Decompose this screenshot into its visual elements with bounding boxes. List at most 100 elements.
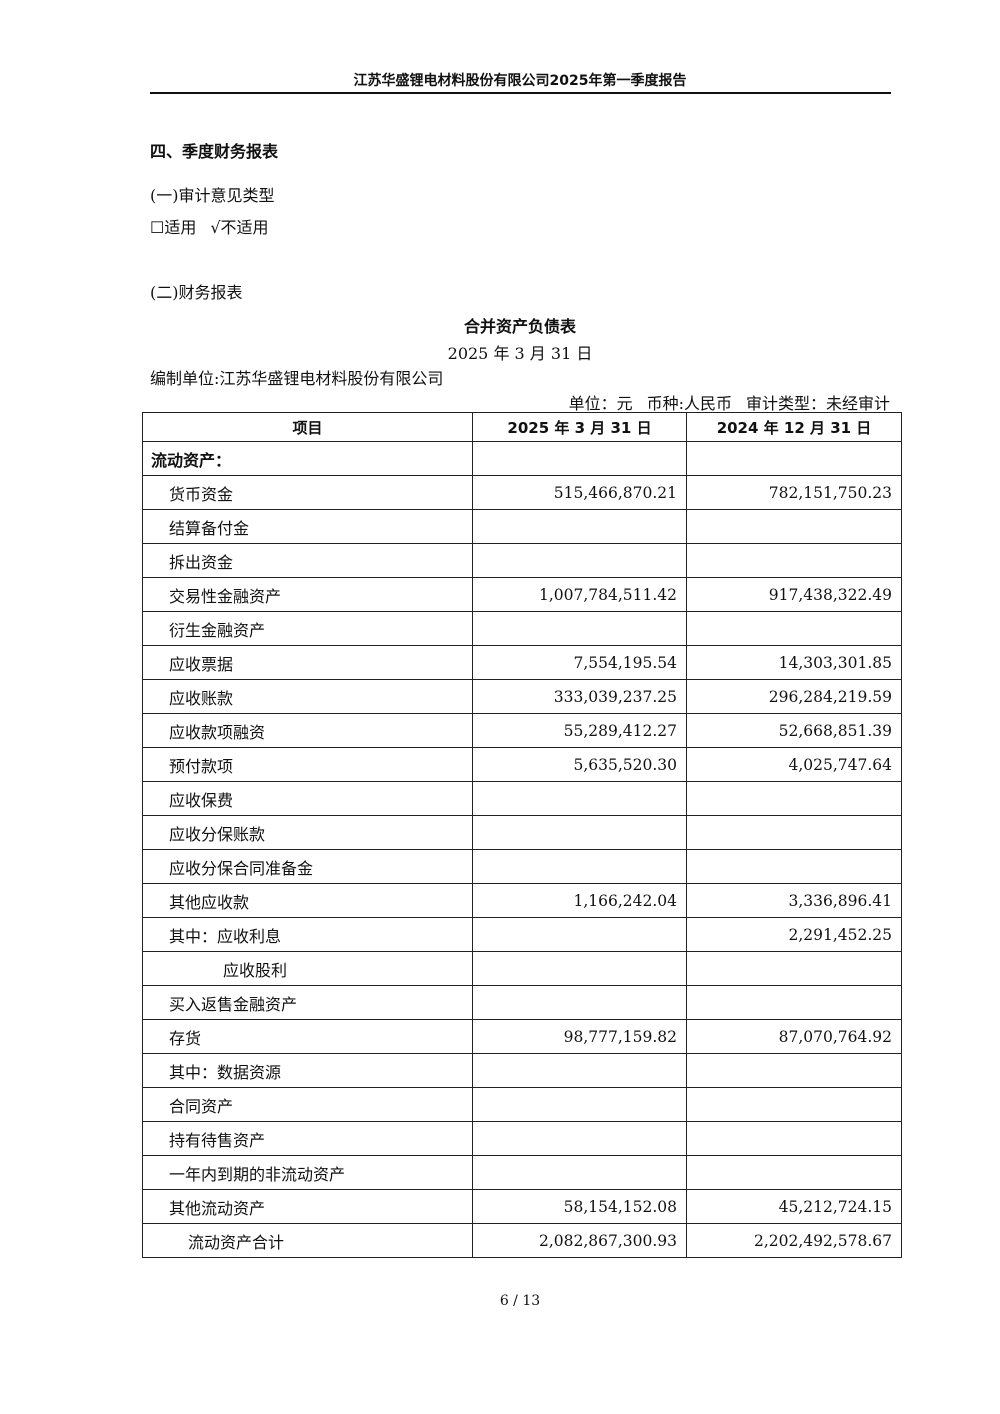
value-current [472,611,687,646]
value-current [472,917,687,952]
row-item: 合同资产 [142,1087,473,1122]
table-row: 存货 98,777,159.82 87,070,764.92 [142,1019,902,1054]
table-row: 其他流动资产 58,154,152.08 45,212,724.15 [142,1189,902,1224]
row-item: 结算备付金 [142,509,473,544]
row-item: 货币资金 [142,475,473,510]
row-item: 存货 [142,1019,473,1054]
value-prior [686,951,902,986]
value-current [472,543,687,578]
value-prior: 2,202,492,578.67 [686,1223,902,1258]
table-row: 其中：应收利息 2,291,452.25 [142,917,902,952]
value-current: 1,007,784,511.42 [472,577,687,612]
value-prior [686,509,902,544]
value-prior: 2,291,452.25 [686,917,902,952]
value-prior: 3,336,896.41 [686,883,902,918]
row-item: 应收票据 [142,645,473,680]
table-row: 应收分保合同准备金 [142,849,902,884]
table-row: 拆出资金 [142,543,902,578]
audit-options: ☐适用 √不适用 [150,214,269,238]
value-current: 7,554,195.54 [472,645,687,680]
table-row: 货币资金 515,466,870.21 782,151,750.23 [142,475,902,510]
table-row: 应收票据 7,554,195.54 14,303,301.85 [142,645,902,680]
table-row: 流动资产合计 2,082,867,300.93 2,202,492,578.67 [142,1223,902,1258]
audit-opinion-heading: (一)审计意见类型 [150,186,275,205]
value-current: 98,777,159.82 [472,1019,687,1054]
report-title: 合并资产负债表 [463,317,576,336]
row-item: 一年内到期的非流动资产 [142,1155,473,1190]
table-row: 其他应收款 1,166,242.04 3,336,896.41 [142,883,902,918]
row-item: 应收分保账款 [142,815,473,850]
preparer-unit: 编制单位:江苏华盛锂电材料股份有限公司 [150,369,444,388]
table-row: 应收保费 [142,781,902,816]
value-current [472,849,687,884]
financial-statements-heading: (二)财务报表 [150,283,243,302]
row-item: 其中：应收利息 [142,917,473,952]
value-current [472,509,687,544]
page-number: 6 / 13 [499,1293,541,1309]
row-item: 其中：数据资源 [142,1053,473,1088]
header-divider [150,92,891,94]
row-item: 持有待售资产 [142,1121,473,1156]
value-prior [686,1121,902,1156]
value-prior: 296,284,219.59 [686,679,902,714]
option-applicable: ☐适用 [150,218,197,237]
table-row: 应收分保账款 [142,815,902,850]
value-prior [686,441,902,476]
value-prior [686,611,902,646]
value-prior [686,781,902,816]
row-item: 应收分保合同准备金 [142,849,473,884]
header-item: 项目 [142,412,473,442]
value-prior [686,1087,902,1122]
header-current: 2025 年 3 月 31 日 [472,412,687,442]
value-current [472,815,687,850]
table-row: 买入返售金融资产 [142,985,902,1020]
value-current: 5,635,520.30 [472,747,687,782]
row-item: 应收股利 [142,951,473,986]
value-prior: 782,151,750.23 [686,475,902,510]
row-item: 衍生金融资产 [142,611,473,646]
row-item: 其他应收款 [142,883,473,918]
table-header-row: 项目 2025 年 3 月 31 日 2024 年 12 月 31 日 [142,412,902,442]
value-current: 515,466,870.21 [472,475,687,510]
value-current [472,441,687,476]
report-meta: 单位：元 币种:人民币 审计类型：未经审计 [569,390,890,414]
balance-sheet-table: 项目 2025 年 3 月 31 日 2024 年 12 月 31 日 流动资产… [142,412,902,1258]
section-heading: 四、季度财务报表 [150,142,279,161]
value-prior: 45,212,724.15 [686,1189,902,1224]
audit-type-label: 审计类型：未经审计 [745,394,890,413]
row-item: 流动资产合计 [142,1223,473,1258]
row-item: 应收保费 [142,781,473,816]
value-prior [686,985,902,1020]
row-item: 其他流动资产 [142,1189,473,1224]
value-current [472,1053,687,1088]
document-header: 江苏华盛锂电材料股份有限公司2025年第一季度报告 [353,73,687,89]
value-prior: 4,025,747.64 [686,747,902,782]
value-prior [686,1053,902,1088]
table-row: 衍生金融资产 [142,611,902,646]
value-current: 55,289,412.27 [472,713,687,748]
table-row: 应收股利 [142,951,902,986]
report-date: 2025 年 3 月 31 日 [447,344,593,363]
value-current [472,1087,687,1122]
table-row: 结算备付金 [142,509,902,544]
value-prior: 14,303,301.85 [686,645,902,680]
option-not-applicable: √不适用 [210,218,269,237]
value-prior: 917,438,322.49 [686,577,902,612]
table-row: 一年内到期的非流动资产 [142,1155,902,1190]
row-item: 交易性金融资产 [142,577,473,612]
value-prior [686,1155,902,1190]
header-prior: 2024 年 12 月 31 日 [686,412,902,442]
value-current: 58,154,152.08 [472,1189,687,1224]
value-current [472,951,687,986]
value-current: 2,082,867,300.93 [472,1223,687,1258]
value-current [472,985,687,1020]
unit-label: 单位：元 [568,394,633,413]
row-item: 买入返售金融资产 [142,985,473,1020]
value-prior: 52,668,851.39 [686,713,902,748]
table-row: 应收账款 333,039,237.25 296,284,219.59 [142,679,902,714]
value-current [472,1155,687,1190]
row-item: 应收账款 [142,679,473,714]
table-row: 持有待售资产 [142,1121,902,1156]
table-row: 流动资产： [142,441,902,476]
currency-label: 币种:人民币 [646,394,732,413]
